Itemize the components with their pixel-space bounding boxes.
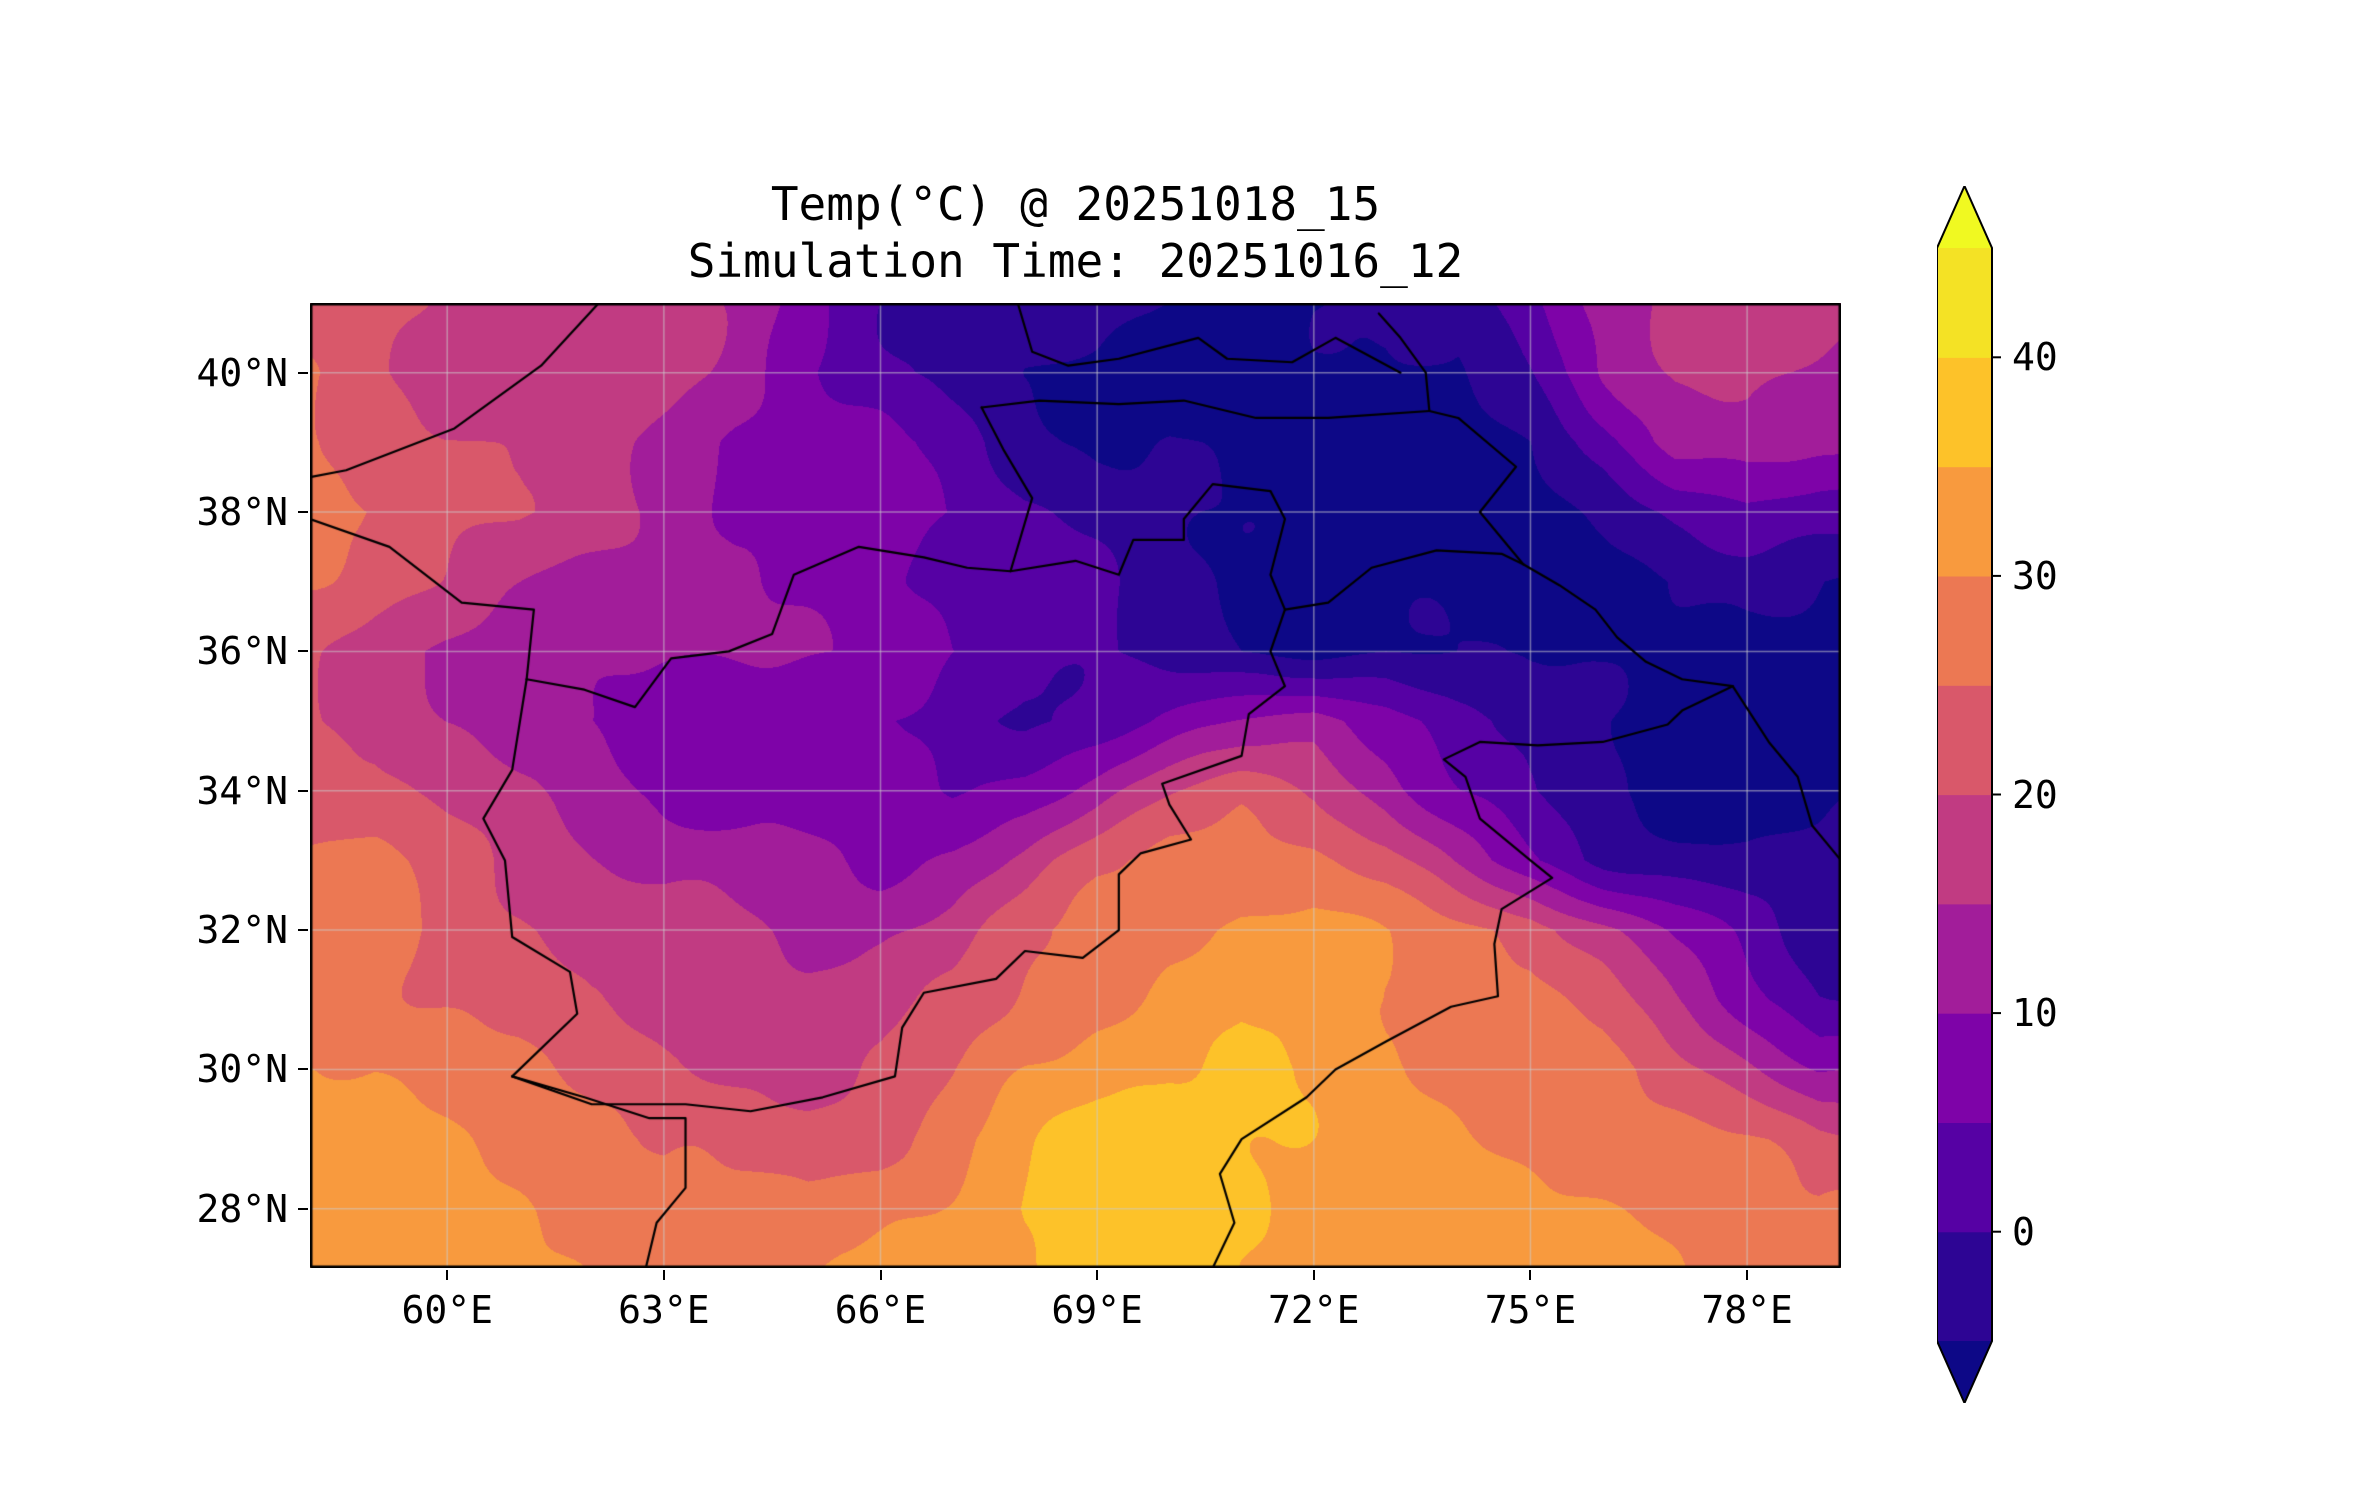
y-tick-mark bbox=[298, 1207, 308, 1210]
y-tick-label: 38°N bbox=[196, 490, 288, 535]
colorbar-under-arrow bbox=[1937, 1341, 1992, 1403]
colorbar bbox=[1937, 186, 2001, 1403]
x-tick-label: 69°E bbox=[1051, 1288, 1143, 1332]
x-tick-label: 60°E bbox=[401, 1288, 493, 1332]
colorbar-band bbox=[1937, 248, 1992, 358]
plot-title: Temp(°C) @ 20251018_15 bbox=[770, 177, 1381, 231]
x-tick-mark bbox=[1096, 1270, 1099, 1280]
colorbar-tick-label: 10 bbox=[2012, 991, 2058, 1036]
y-tick-mark bbox=[298, 371, 308, 374]
y-tick-mark bbox=[298, 650, 308, 653]
colorbar-band bbox=[1937, 685, 1992, 796]
colorbar-band bbox=[1937, 357, 1992, 468]
x-tick-mark bbox=[1312, 1270, 1315, 1280]
temperature-contour-map bbox=[310, 303, 1841, 1268]
y-tick-mark bbox=[298, 1068, 308, 1071]
colorbar-band bbox=[1937, 1013, 1992, 1123]
x-tick-mark bbox=[446, 1270, 449, 1280]
plot-title-block: Temp(°C) @ 20251018_15 Simulation Time: … bbox=[310, 176, 1841, 290]
y-tick-label: 32°N bbox=[196, 908, 288, 953]
y-tick-mark bbox=[298, 929, 308, 932]
x-tick-label: 66°E bbox=[834, 1288, 927, 1332]
colorbar-band bbox=[1937, 903, 1992, 1014]
colorbar-tick-label: 0 bbox=[2012, 1209, 2035, 1254]
colorbar-band bbox=[1937, 794, 1992, 905]
colorbar-band bbox=[1937, 1231, 1992, 1342]
y-tick-label: 34°N bbox=[196, 768, 288, 813]
x-tick-label: 63°E bbox=[618, 1288, 710, 1332]
colorbar-tick-label: 30 bbox=[2012, 553, 2058, 598]
y-tick-label: 36°N bbox=[196, 629, 288, 674]
colorbar-over-arrow bbox=[1937, 186, 1992, 248]
plot-area bbox=[310, 303, 1841, 1268]
x-tick-label: 78°E bbox=[1701, 1288, 1793, 1332]
x-tick-mark bbox=[879, 1270, 882, 1280]
plot-subtitle: Simulation Time: 20251016_12 bbox=[687, 234, 1464, 288]
x-tick-label: 75°E bbox=[1484, 1288, 1577, 1332]
colorbar-tick-label: 20 bbox=[2012, 772, 2058, 817]
colorbar-tick-label: 40 bbox=[2012, 335, 2058, 380]
y-tick-mark bbox=[298, 511, 308, 514]
colorbar-band bbox=[1937, 575, 1992, 686]
y-tick-label: 30°N bbox=[196, 1047, 288, 1092]
colorbar-band bbox=[1937, 1122, 1992, 1233]
y-tick-label: 28°N bbox=[196, 1186, 288, 1231]
x-tick-mark bbox=[1529, 1270, 1532, 1280]
colorbar-band bbox=[1937, 466, 1992, 577]
x-tick-label: 72°E bbox=[1268, 1288, 1360, 1332]
x-tick-mark bbox=[1746, 1270, 1749, 1280]
y-tick-mark bbox=[298, 789, 308, 792]
x-tick-mark bbox=[662, 1270, 665, 1280]
colorbar-outline bbox=[1937, 186, 1993, 1403]
y-tick-label: 40°N bbox=[196, 350, 288, 395]
